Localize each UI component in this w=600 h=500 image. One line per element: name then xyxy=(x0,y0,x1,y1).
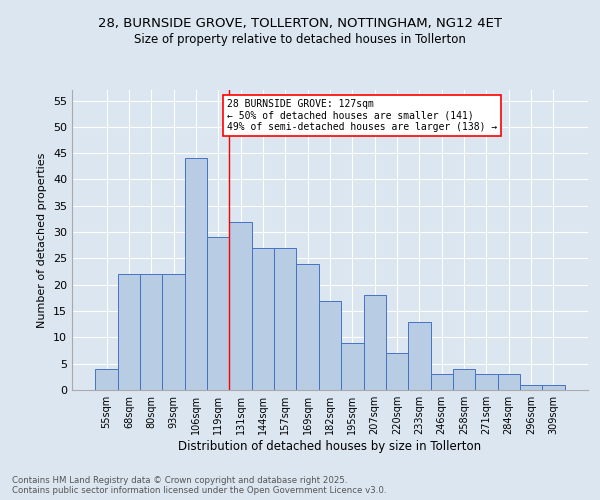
Bar xyxy=(364,296,386,390)
Bar xyxy=(341,342,364,390)
Bar xyxy=(118,274,140,390)
X-axis label: Distribution of detached houses by size in Tollerton: Distribution of detached houses by size … xyxy=(178,440,482,453)
Bar xyxy=(497,374,520,390)
Text: Contains HM Land Registry data © Crown copyright and database right 2025.
Contai: Contains HM Land Registry data © Crown c… xyxy=(12,476,386,495)
Bar xyxy=(229,222,252,390)
Bar xyxy=(163,274,185,390)
Bar xyxy=(140,274,163,390)
Bar xyxy=(408,322,431,390)
Text: 28 BURNSIDE GROVE: 127sqm
← 50% of detached houses are smaller (141)
49% of semi: 28 BURNSIDE GROVE: 127sqm ← 50% of detac… xyxy=(227,99,497,132)
Bar xyxy=(274,248,296,390)
Bar xyxy=(95,369,118,390)
Bar xyxy=(252,248,274,390)
Bar xyxy=(453,369,475,390)
Bar xyxy=(520,384,542,390)
Bar xyxy=(296,264,319,390)
Y-axis label: Number of detached properties: Number of detached properties xyxy=(37,152,47,328)
Bar xyxy=(475,374,497,390)
Bar xyxy=(185,158,207,390)
Bar xyxy=(207,238,229,390)
Bar xyxy=(386,353,408,390)
Bar xyxy=(431,374,453,390)
Bar xyxy=(319,300,341,390)
Text: 28, BURNSIDE GROVE, TOLLERTON, NOTTINGHAM, NG12 4ET: 28, BURNSIDE GROVE, TOLLERTON, NOTTINGHA… xyxy=(98,18,502,30)
Bar xyxy=(542,384,565,390)
Text: Size of property relative to detached houses in Tollerton: Size of property relative to detached ho… xyxy=(134,32,466,46)
